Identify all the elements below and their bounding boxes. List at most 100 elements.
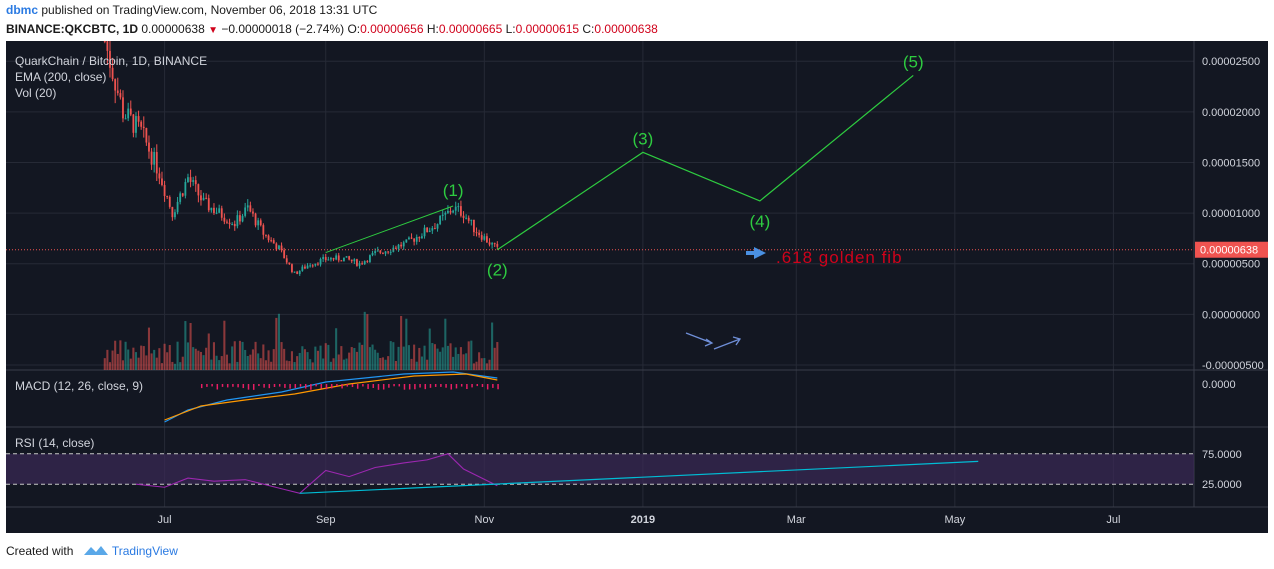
- candle-body: [337, 255, 340, 261]
- legend-vol: Vol (20): [15, 86, 56, 100]
- volume-bar: [311, 362, 314, 370]
- volume-bar: [324, 343, 327, 370]
- candle-body: [192, 180, 195, 182]
- rsi-trendline: [299, 460, 979, 494]
- y-tick-label: -0.00000500: [1202, 360, 1264, 372]
- volume-bar: [449, 343, 452, 370]
- volume-bar: [259, 358, 262, 370]
- candle-body: [153, 152, 156, 165]
- volume-bar: [493, 347, 496, 370]
- candle-body: [353, 259, 356, 262]
- macd-hist-bar: [440, 384, 442, 387]
- candle-body: [389, 251, 392, 253]
- author-name[interactable]: dbmc: [6, 3, 39, 17]
- volume-bar: [444, 318, 447, 370]
- volume-bar: [400, 315, 403, 370]
- candle-body: [135, 116, 137, 133]
- volume-bar: [457, 353, 460, 370]
- candle-body: [457, 206, 460, 208]
- candle-body: [137, 116, 140, 122]
- macd-hist-bar: [492, 384, 494, 388]
- candle-body: [491, 243, 494, 245]
- volume-bar: [439, 351, 442, 370]
- volume-bar: [218, 360, 221, 370]
- volume-bar: [103, 358, 106, 370]
- volume-bar: [288, 361, 291, 370]
- volume-bar: [459, 347, 462, 370]
- volume-bar: [298, 352, 301, 370]
- candle-body: [376, 250, 379, 252]
- candle-body: [410, 237, 413, 239]
- macd-hist-bar: [424, 384, 427, 390]
- candle-body: [174, 212, 176, 218]
- macd-hist-bar: [476, 384, 479, 387]
- volume-bar: [402, 346, 405, 370]
- volume-bar: [127, 349, 130, 370]
- volume-bar: [119, 340, 122, 370]
- candle-body: [220, 208, 223, 218]
- rsi-tick-label: 75.0000: [1202, 449, 1242, 461]
- candle-body: [358, 263, 361, 266]
- candle-body: [158, 173, 161, 179]
- candle-body: [262, 225, 265, 235]
- volume-bar: [441, 347, 444, 370]
- volume-bar: [212, 342, 216, 370]
- volume-bar: [374, 349, 377, 370]
- candle-body: [460, 206, 462, 216]
- tradingview-logo-icon: [83, 546, 108, 555]
- volume-bar: [472, 363, 475, 370]
- candle-body: [132, 114, 135, 133]
- volume-bar: [158, 348, 161, 370]
- volume-bar: [488, 359, 491, 370]
- volume-bar: [335, 328, 338, 370]
- candle-body: [181, 193, 184, 196]
- current-price-tag: [1195, 241, 1268, 258]
- candle-body: [309, 265, 312, 267]
- volume-bar: [194, 348, 197, 370]
- volume-bar: [114, 340, 117, 370]
- chart-area[interactable]: 0.00002500 0.00002000 0.00001500 0.00001000…: [6, 31, 1268, 533]
- volume-bar: [262, 344, 265, 370]
- candle-body: [148, 142, 150, 152]
- candle-body: [439, 215, 442, 225]
- candle-body: [436, 224, 439, 229]
- candle-body: [233, 223, 236, 227]
- volume-bar: [249, 354, 252, 370]
- y-tick-label: 0.00000500: [1202, 259, 1260, 271]
- candle-body: [371, 253, 374, 256]
- low-label: L:: [505, 22, 516, 36]
- candle-body: [116, 90, 119, 94]
- volume-bar: [296, 356, 299, 370]
- candle-body: [350, 259, 353, 262]
- macd-hist-bar: [382, 384, 385, 390]
- volume-bar: [363, 311, 366, 370]
- macd-hist-bar: [377, 384, 380, 390]
- candle-body: [189, 177, 192, 182]
- x-tick-label: Jul: [1106, 514, 1120, 526]
- x-tick-label: 2019: [631, 514, 655, 526]
- macd-hist-bar: [310, 384, 312, 390]
- candle-body: [124, 118, 127, 120]
- macd-hist-bar: [294, 384, 297, 389]
- candle-body: [210, 207, 213, 211]
- volume-bar: [225, 354, 229, 370]
- candle-body: [155, 152, 158, 174]
- candle-body: [109, 50, 111, 68]
- volume-bar: [108, 362, 112, 370]
- macd-hist-bar: [284, 384, 286, 388]
- volume-bar: [322, 358, 325, 370]
- volume-bar: [181, 356, 184, 370]
- macd-hist-bar: [351, 384, 354, 388]
- volume-bar: [168, 345, 171, 370]
- tradingview-link[interactable]: TradingView: [111, 544, 178, 558]
- volume-bar: [483, 358, 486, 370]
- candle-body: [340, 260, 343, 262]
- volume-bar: [428, 328, 431, 370]
- candle-body: [275, 243, 278, 250]
- candle-body: [475, 232, 478, 234]
- candle-body: [176, 201, 179, 213]
- macd-hist-bar: [466, 384, 468, 390]
- volume-bar: [153, 349, 156, 370]
- chart-svg[interactable]: 0.00002500 0.00002000 0.00001500 0.00001000…: [6, 31, 1268, 533]
- volume-bar: [353, 348, 356, 370]
